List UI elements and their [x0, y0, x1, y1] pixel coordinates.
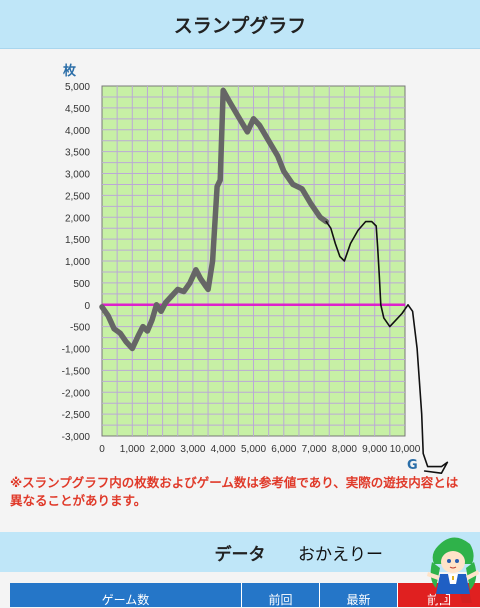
mascot-character-image [427, 537, 479, 603]
y-axis-unit-label: 枚 [63, 64, 77, 79]
y-tick-label: -500 [70, 323, 90, 334]
y-tick-label: -2,500 [62, 410, 91, 421]
y-tick-label: 1,500 [65, 235, 90, 246]
x-tick-label: 5,000 [241, 444, 266, 455]
x-tick-label: 10,000 [390, 444, 421, 455]
data-section-header: データ [0, 532, 480, 572]
x-tick-label: 1,000 [120, 444, 145, 455]
y-tick-label: 3,500 [65, 148, 90, 159]
disclaimer-note: ※スランプグラフ内の枚数およびゲーム数は参考値であり、実際の遊技内容とは異なるこ… [10, 475, 459, 508]
y-tick-label: -2,000 [62, 388, 91, 399]
x-tick-label: 9,000 [362, 444, 387, 455]
y-tick-label: 4,000 [65, 126, 90, 137]
handwritten-drawing-line [325, 220, 449, 474]
data-section-title: データ [214, 544, 266, 565]
y-tick-label: 2,500 [65, 191, 90, 202]
x-tick-label: 3,000 [180, 444, 205, 455]
x-axis-unit-label: G [407, 458, 418, 473]
y-tick-label: -1,000 [62, 345, 91, 356]
y-tick-label: 0 [84, 301, 90, 312]
y-tick-label: -3,000 [62, 432, 91, 443]
x-tick-label: 8,000 [332, 444, 357, 455]
header-previous[interactable]: 前回 [242, 583, 320, 607]
x-tick-label: 2,000 [150, 444, 175, 455]
slump-graph-chart: 5,000 4,500 4,000 3,500 3,000 2,500 2,000 1,500… [62, 82, 449, 474]
y-tick-label: -1,500 [62, 366, 91, 377]
y-tick-label: 4,500 [65, 104, 90, 115]
page-header: スランプグラフ [0, 0, 480, 49]
page-title: スランプグラフ [173, 14, 307, 37]
y-tick-label: 3,000 [65, 170, 90, 181]
header-game-count[interactable]: ゲーム数 [10, 583, 242, 607]
y-tick-label: 1,000 [65, 257, 90, 268]
x-tick-label: 6,000 [271, 444, 296, 455]
x-tick-label: 0 [99, 444, 105, 455]
slump-series-line [99, 87, 329, 352]
y-tick-label: 2,000 [65, 213, 90, 224]
y-tick-label: 500 [73, 279, 90, 290]
x-tick-label: 4,000 [211, 444, 236, 455]
handwritten-greeting: おかえりー [298, 545, 383, 565]
x-tick-label: 7,000 [302, 444, 327, 455]
y-tick-label: 5,000 [65, 82, 90, 93]
header-latest[interactable]: 最新 [320, 583, 398, 607]
data-table-header: ゲーム数 前回 最新 前回 [10, 583, 480, 607]
